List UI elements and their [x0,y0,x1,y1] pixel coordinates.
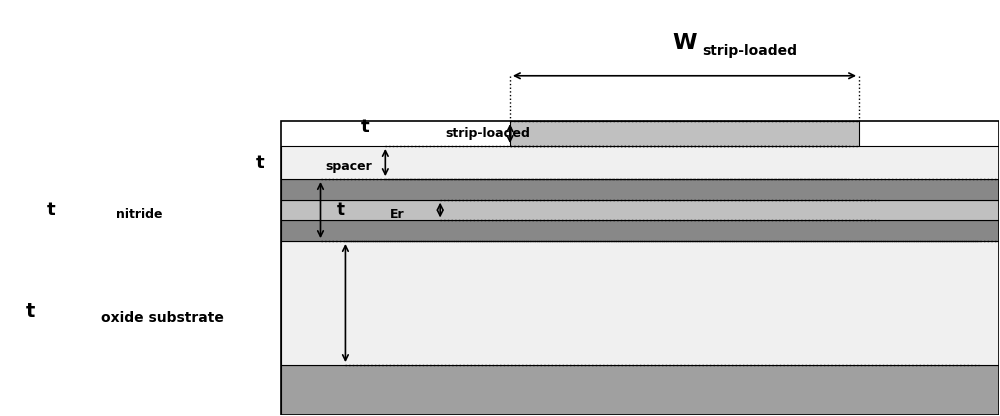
FancyBboxPatch shape [281,220,999,241]
FancyBboxPatch shape [281,146,999,179]
FancyBboxPatch shape [281,241,999,365]
Text: spacer: spacer [325,160,372,173]
Text: $\mathbf{t}$: $\mathbf{t}$ [46,201,56,219]
Text: $\mathbf{W}$: $\mathbf{W}$ [672,33,697,53]
FancyBboxPatch shape [281,200,999,220]
FancyBboxPatch shape [510,121,859,146]
Text: $\mathbf{t}$: $\mathbf{t}$ [25,302,36,321]
Text: Er: Er [390,208,405,221]
Text: oxide substrate: oxide substrate [101,310,224,324]
Text: strip-loaded: strip-loaded [702,44,797,58]
Text: $\mathbf{t}$: $\mathbf{t}$ [360,119,370,136]
Text: strip-loaded: strip-loaded [445,127,530,140]
Text: nitride: nitride [116,208,163,221]
FancyBboxPatch shape [281,365,999,415]
Text: $\mathbf{t}$: $\mathbf{t}$ [336,201,345,219]
Text: $\mathbf{t}$: $\mathbf{t}$ [255,154,266,171]
FancyBboxPatch shape [281,179,999,200]
